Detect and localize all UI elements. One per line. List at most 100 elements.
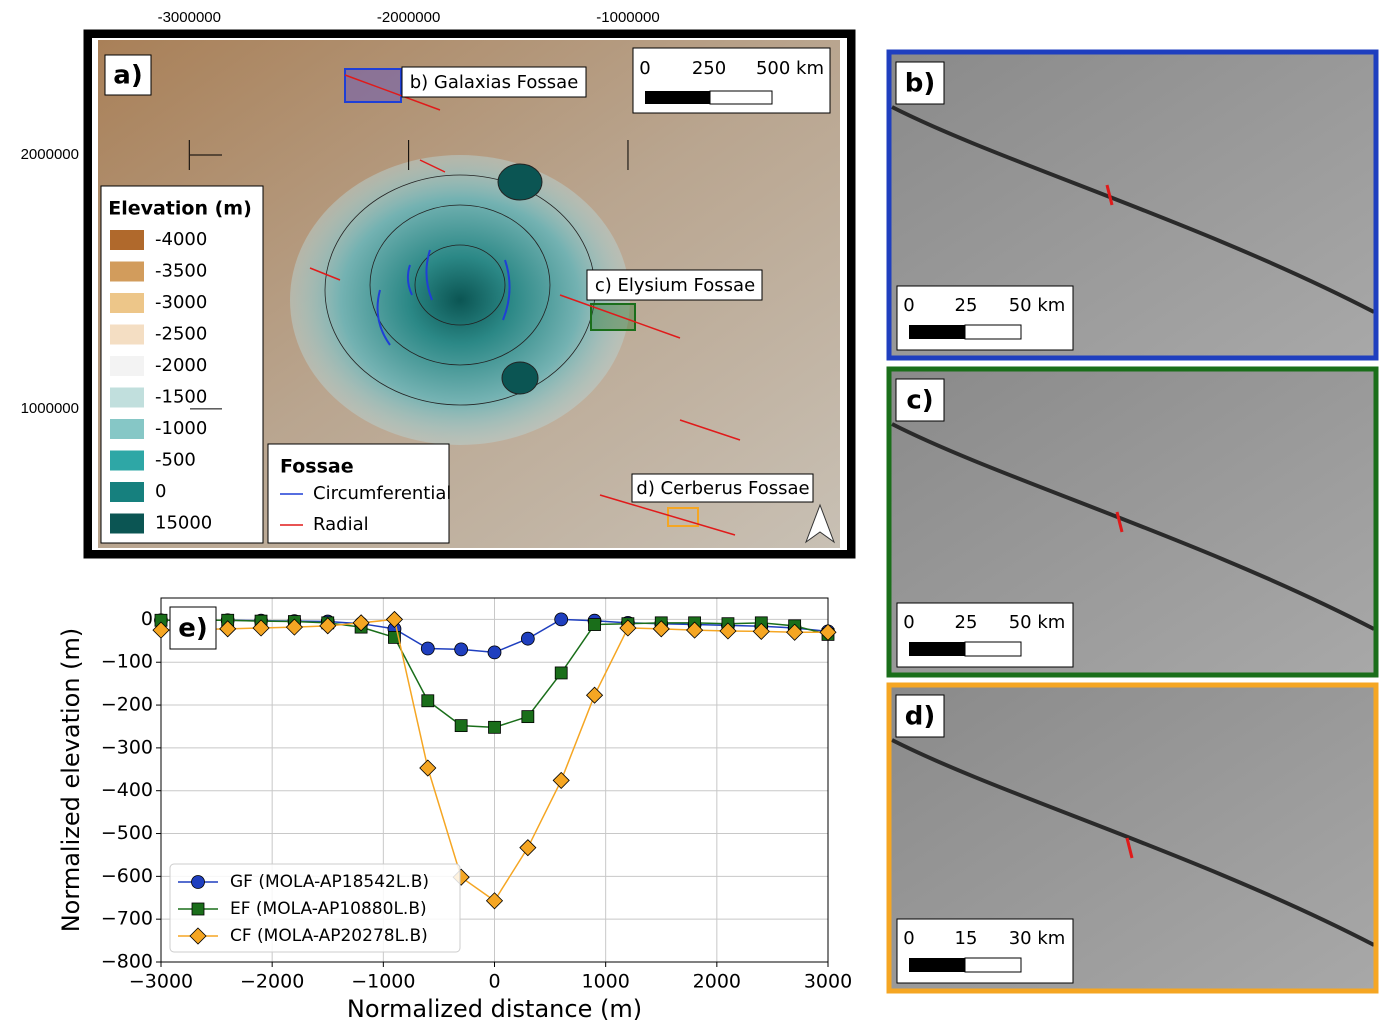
legend-title: Fossae <box>280 456 354 478</box>
marker <box>555 613 568 626</box>
legend-label: Circumferential <box>313 483 451 504</box>
x-tick-label: 2000 <box>693 971 741 993</box>
marker <box>521 632 534 645</box>
x-axis-label: Normalized distance (m) <box>347 995 642 1023</box>
legend-swatch <box>110 451 144 471</box>
panel-label: c) <box>906 386 933 416</box>
legend-label: -2500 <box>155 324 207 345</box>
annotation: d) Cerberus Fossae <box>636 478 809 499</box>
y-tick-label: 0 <box>141 608 153 630</box>
y-tick-label: −600 <box>101 865 153 887</box>
marker <box>488 646 501 659</box>
marker <box>192 876 205 889</box>
legend-label: -1000 <box>155 418 207 439</box>
profile-chart: −3000 −2000 −1000 0 1000 2000 3000 0 −100 −200 −30… <box>57 598 852 1023</box>
legend-swatch <box>110 419 144 439</box>
marker <box>455 720 467 732</box>
map-y-tick-label: 1000000 <box>21 400 79 417</box>
legend-label: GF (MOLA-AP18542L.B) <box>230 872 429 892</box>
legend-label: 0 <box>155 481 166 502</box>
scale-bar <box>909 642 965 656</box>
scale-label: 250 <box>692 58 726 79</box>
frame-bar <box>847 30 855 558</box>
volcano <box>502 362 538 394</box>
scale-bar <box>965 958 1021 972</box>
legend-swatch <box>110 514 144 534</box>
y-axis-label: Normalized elevation (m) <box>57 628 85 933</box>
frame-bar <box>84 30 855 38</box>
legend-label: -2000 <box>155 355 207 376</box>
scale-bar <box>909 325 965 339</box>
scale-label: 50 km <box>1009 612 1066 633</box>
panel-label: d) <box>905 702 936 732</box>
x-tick-label: −2000 <box>240 971 304 993</box>
legend-swatch <box>110 356 144 376</box>
legend-label: -3000 <box>155 292 207 313</box>
legend-label: -1500 <box>155 387 207 408</box>
marker <box>421 642 434 655</box>
scale-label: 0 <box>903 295 914 316</box>
legend-label: -500 <box>155 450 196 471</box>
scale-label: 0 <box>903 928 914 949</box>
legend-label: 15000 <box>155 513 212 534</box>
annotation: c) Elysium Fossae <box>595 275 755 296</box>
scale-bar <box>965 642 1021 656</box>
detail-panels: b) 0 25 50 km c) 0 25 50 km d) 0 15 30 km <box>889 52 1376 991</box>
scale-bar <box>965 325 1021 339</box>
scale-label: 25 <box>955 612 978 633</box>
frame-bar <box>84 550 855 558</box>
x-tick-label: −1000 <box>351 971 415 993</box>
annotation: b) Galaxias Fossae <box>410 72 579 93</box>
y-tick-label: −400 <box>101 779 153 801</box>
scale-label: 15 <box>955 928 978 949</box>
legend-swatch <box>110 325 144 345</box>
y-tick-label: −500 <box>101 822 153 844</box>
map-y-tick-label: 2000000 <box>21 146 79 163</box>
marker <box>555 667 567 679</box>
x-tick-label: −3000 <box>129 971 193 993</box>
legend-swatch <box>110 388 144 408</box>
y-tick-label: −100 <box>101 651 153 673</box>
map-x-tick-label: -2000000 <box>377 9 440 26</box>
legend-label: -4000 <box>155 229 207 250</box>
x-tick-label: 1000 <box>581 971 629 993</box>
legend-swatch <box>110 230 144 250</box>
scale-bar <box>710 91 772 104</box>
legend-title: Elevation (m) <box>108 198 252 220</box>
legend-swatch <box>110 482 144 502</box>
scale-label: 0 <box>639 58 650 79</box>
map-panel: a) b) Galaxias Fossae c) Elysium Fossae … <box>84 30 855 558</box>
legend-swatch <box>110 293 144 313</box>
scale-label: 50 km <box>1009 295 1066 316</box>
map-x-tick-label: -3000000 <box>158 9 221 26</box>
panel-label: b) <box>905 69 936 99</box>
frame-bar <box>84 30 92 558</box>
map-x-tick-label: -1000000 <box>596 9 659 26</box>
y-tick-label: −800 <box>101 951 153 973</box>
panel-label: e) <box>178 614 208 644</box>
x-tick-label: 3000 <box>804 971 852 993</box>
scale-label: 30 km <box>1009 928 1066 949</box>
scale-label: 500 km <box>756 58 824 79</box>
legend-label: Radial <box>313 514 369 535</box>
scale-bar <box>909 958 965 972</box>
figure: a) b) Galaxias Fossae c) Elysium Fossae … <box>0 0 1384 1025</box>
x-tick-label: 0 <box>488 971 500 993</box>
panel-label: a) <box>113 61 142 91</box>
y-tick-label: −200 <box>101 694 153 716</box>
marker <box>455 643 468 656</box>
marker <box>522 711 534 723</box>
volcano <box>498 164 542 200</box>
marker <box>589 619 601 631</box>
scale-label: 0 <box>903 612 914 633</box>
y-tick-label: −700 <box>101 908 153 930</box>
y-tick-label: −300 <box>101 736 153 758</box>
legend-swatch <box>110 262 144 282</box>
scale-label: 25 <box>955 295 978 316</box>
legend-label: CF (MOLA-AP20278L.B) <box>230 926 428 946</box>
legend-label: -3500 <box>155 261 207 282</box>
marker <box>422 695 434 707</box>
marker <box>192 903 204 915</box>
scale-bar <box>645 91 710 104</box>
marker <box>489 721 501 733</box>
